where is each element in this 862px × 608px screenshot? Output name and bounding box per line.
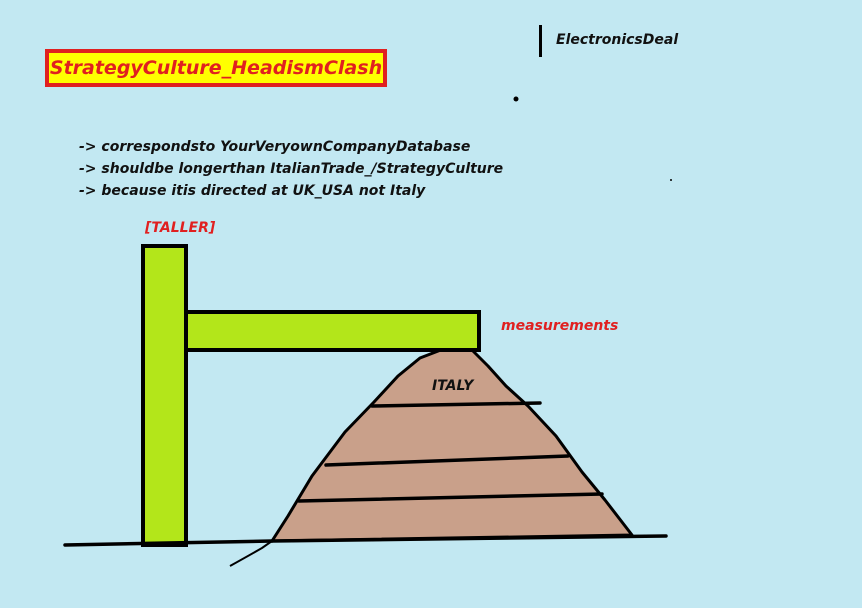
ground-squiggle xyxy=(229,540,273,567)
mountain-stripe xyxy=(297,492,604,503)
ink-dot xyxy=(670,179,672,181)
ink-dot xyxy=(513,96,519,102)
title-box: StrategyCulture_HeadismClash xyxy=(45,49,387,87)
beam-label: measurements xyxy=(501,318,619,334)
ground-line xyxy=(270,534,668,543)
ground-line xyxy=(63,539,274,547)
notes-list: -> correspondsto YourVeryownCompanyDatab… xyxy=(79,136,503,202)
mountain-stripe xyxy=(324,454,570,467)
vertical-tower xyxy=(141,244,188,547)
tower-label: [TALLER] xyxy=(145,220,216,236)
horizontal-beam xyxy=(184,310,481,352)
italy-mountain xyxy=(270,346,634,543)
note-line: -> correspondsto YourVeryownCompanyDatab… xyxy=(79,139,471,155)
note-line: -> because itis directed at UK_USA not I… xyxy=(79,183,426,199)
mountain-stripe xyxy=(370,401,542,408)
note-line: -> shouldbe longerthan ItalianTrade_/Str… xyxy=(79,161,504,177)
brand-bar xyxy=(539,25,542,57)
brand-label: ElectronicsDeal xyxy=(556,32,679,48)
page-title: StrategyCulture_HeadismClash xyxy=(49,57,383,79)
mountain-label: ITALY xyxy=(432,378,474,394)
